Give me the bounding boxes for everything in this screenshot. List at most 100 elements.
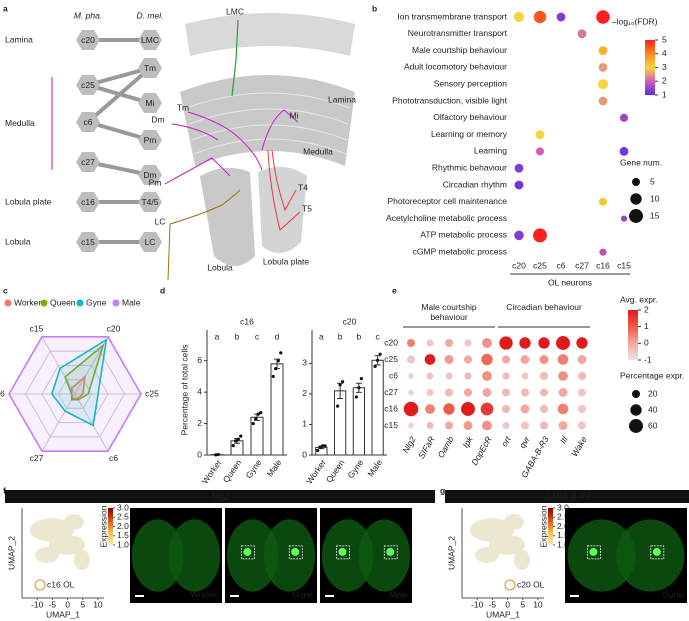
dot <box>558 371 568 381</box>
term-label: Sensory perception <box>434 78 508 88</box>
panel-letter: a <box>3 3 8 13</box>
x-tick-label: c15 <box>617 260 631 270</box>
replicate-point <box>354 395 358 399</box>
replicate-point <box>236 437 240 441</box>
term-label: Photoreceptor cell maintenance <box>387 196 507 206</box>
dot <box>598 62 608 72</box>
cell-type-node <box>138 232 162 252</box>
cell-type-node-label: LMC <box>141 35 159 45</box>
dot <box>426 422 434 429</box>
replicate-point <box>373 364 377 368</box>
cluster-node <box>76 232 100 252</box>
brain-lobe <box>168 519 221 592</box>
x-tick-label: Queen <box>324 457 347 484</box>
dot <box>461 402 475 416</box>
term-label: Circadian rhythm <box>443 179 507 189</box>
x-tick-label: 10 <box>533 599 543 609</box>
radar-axis-label: c27 <box>30 453 44 463</box>
dot <box>444 355 454 364</box>
y-tick-label: 1 <box>302 419 307 429</box>
gene-label: Nlg2 <box>400 434 418 454</box>
brain-lobe <box>616 519 685 592</box>
dot <box>482 388 492 397</box>
legend-swatch <box>76 299 84 307</box>
significance-letter: d <box>275 331 280 341</box>
bar <box>371 359 384 456</box>
cluster-node-label: c27 <box>81 157 95 167</box>
dot <box>408 373 414 379</box>
cell-type-node <box>138 30 162 50</box>
optic-lobe-schematic <box>164 13 355 281</box>
umap-cells <box>504 514 524 530</box>
replicate-point <box>231 443 235 448</box>
radar-axis-label: c25 <box>145 388 159 398</box>
colorbar-title: Expression <box>538 505 548 547</box>
colorbar-tick-label: 1.0 <box>117 539 129 549</box>
cell-type-node <box>138 93 162 113</box>
replicate-point <box>316 448 320 453</box>
brain-lobe <box>226 519 279 592</box>
y-tick-label: c25 <box>384 354 398 364</box>
schematic-label: Tm <box>177 102 189 112</box>
replicate-point <box>214 453 218 457</box>
sample-label: Worker <box>191 589 218 599</box>
gene-label: Wake <box>569 434 589 458</box>
cell-type-node-label: Dm <box>143 170 156 180</box>
brain-lobe <box>321 519 374 592</box>
dot <box>599 248 607 256</box>
colorbar-tick-label: 1.5 <box>117 530 129 540</box>
species-label: D. mel. <box>137 10 164 20</box>
schematic-label: Mi <box>290 110 299 120</box>
schematic-label: LMC <box>226 6 244 16</box>
roi-box <box>241 545 255 560</box>
dot <box>482 371 492 381</box>
y-tick-label: 2 <box>302 388 307 398</box>
cluster-label: c20 OL <box>517 579 545 589</box>
x-tick-label: 5 <box>80 599 85 609</box>
term-label: Male courtship behaviour <box>412 45 507 55</box>
panel-letter: g <box>440 485 445 495</box>
schematic-label: Lobula plate <box>263 256 310 266</box>
cluster-node-label: c15 <box>81 237 95 247</box>
chart-title: c20 <box>343 316 357 326</box>
dot <box>406 338 416 348</box>
region-label: Lobula plate <box>5 196 52 206</box>
cell-type-node-label: LC <box>145 237 156 247</box>
dot <box>539 371 549 381</box>
replicate-point <box>376 358 380 362</box>
x-tick-label: Gyne <box>244 457 264 480</box>
cell-type-node-label: T4/5 <box>141 197 158 207</box>
gene-label: SIFaR <box>416 435 437 461</box>
dot <box>539 388 549 397</box>
replicate-point <box>276 359 280 363</box>
dot <box>406 355 416 364</box>
x-tick-label: c27 <box>575 260 589 270</box>
sample-label: Male <box>390 589 409 599</box>
x-tick-label: -10 <box>31 599 44 609</box>
term-label: Acetylcholine metabolic process <box>386 213 507 223</box>
replicate-point <box>318 445 322 449</box>
radar-series <box>51 338 108 427</box>
x-axis-title: UMAP_1 <box>46 609 80 619</box>
dot <box>598 197 608 206</box>
signal <box>589 547 598 556</box>
dot <box>482 420 492 431</box>
connection <box>87 66 151 87</box>
brain-lobe <box>131 519 184 592</box>
colorbar <box>108 508 113 545</box>
radar-spoke <box>41 393 76 452</box>
dot <box>445 372 453 380</box>
x-tick-label: -5 <box>49 599 57 609</box>
cell-type-node <box>138 58 162 78</box>
colorbar-tick-label: 1 <box>662 89 667 99</box>
radar-axis-label: c20 <box>107 323 121 333</box>
chart-title: c16 <box>240 316 254 326</box>
legend-swatch <box>4 299 12 307</box>
y-tick-label: 6 <box>197 355 202 365</box>
schematic-label: Pm <box>149 177 162 187</box>
bar <box>334 390 347 456</box>
umap-cells <box>35 547 59 563</box>
roi-box <box>650 545 665 560</box>
replicate-point <box>357 386 361 390</box>
schematic-label: Lamina <box>328 94 356 104</box>
